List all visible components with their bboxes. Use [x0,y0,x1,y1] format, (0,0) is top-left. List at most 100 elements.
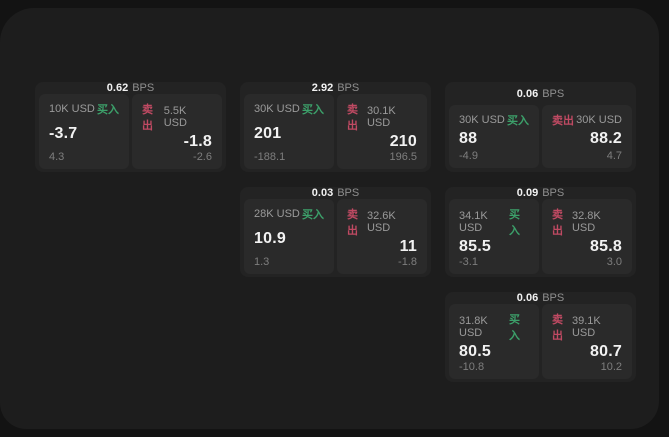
buy-price: 201 [254,125,282,142]
buy-delta: 1.3 [254,256,270,268]
sell-side-label: 卖出 [347,209,358,237]
buy-panel-labels: 30K USD 买入 [254,101,324,117]
sell-panel[interactable]: 卖出 32.8K USD 85.8 3.0 [542,199,632,274]
sell-price: 210 [389,133,417,150]
buy-panel-labels: 10K USD 买入 [49,101,119,117]
buy-delta: -10.8 [459,361,485,373]
quote-card-panels: 31.8K USD 买入 80.5 -10.8 卖出 39.1K USD 80.… [445,304,636,382]
quotes-grid: 0.62 BPS 10K USD 买入 -3.7 4.3 卖出 5.5K USD… [35,82,636,382]
sell-side-label: 卖出 [552,115,574,127]
buy-panel-labels: 34.1K USD 买入 [459,206,529,238]
sell-amount: 39.1K USD [571,315,601,339]
sell-panel[interactable]: 卖出 30.1K USD 210 196.5 [337,94,427,169]
buy-price: 88 [459,130,478,147]
bps-value: 0.06 [516,292,539,304]
buy-price: 80.5 [459,343,491,360]
quote-card-panels: 28K USD 买入 10.9 1.3 卖出 32.6K USD 11 -1.8 [240,199,431,277]
sell-side-label: 卖出 [552,209,563,237]
sell-delta: -1.8 [398,256,417,268]
quote-card-panels: 10K USD 买入 -3.7 4.3 卖出 5.5K USD -1.8 -2.… [35,94,226,172]
quote-card-panels: 34.1K USD 买入 85.5 -3.1 卖出 32.8K USD 85.8… [445,199,636,277]
buy-amount: 10K USD [49,103,95,115]
quote-card: 0.03 BPS 28K USD 买入 10.9 1.3 卖出 32.6K US… [240,187,431,277]
buy-delta: -3.1 [459,256,478,268]
buy-panel[interactable]: 10K USD 买入 -3.7 4.3 [39,94,129,169]
buy-side-label: 买入 [507,115,529,127]
sell-panel-labels: 卖出 30.1K USD [347,101,417,133]
sell-panel[interactable]: 卖出 5.5K USD -1.8 -2.6 [132,94,222,169]
bps-unit-label: BPS [542,292,565,304]
sell-amount: 32.8K USD [571,210,601,234]
sell-panel-labels: 卖出 32.6K USD [347,206,417,238]
quote-card: 2.92 BPS 30K USD 买入 201 -188.1 卖出 30.1K … [240,82,431,172]
bps-value: 0.09 [516,187,539,199]
quote-card: 0.06 BPS 31.8K USD 买入 80.5 -10.8 卖出 39.1… [445,292,636,382]
quote-card: 0.62 BPS 10K USD 买入 -3.7 4.3 卖出 5.5K USD… [35,82,226,172]
buy-amount: 34.1K USD [459,210,488,234]
buy-delta: 4.3 [49,151,65,163]
buy-panel-labels: 30K USD 买入 [459,112,529,128]
sell-price: 88.2 [590,130,622,147]
sell-price: -1.8 [183,133,212,150]
sell-delta: -2.6 [193,151,212,163]
quote-card-header: 0.06 BPS [445,292,636,304]
sell-panel[interactable]: 卖出 39.1K USD 80.7 10.2 [542,304,632,379]
quote-card-header: 2.92 BPS [240,82,431,94]
sell-panel[interactable]: 卖出 32.6K USD 11 -1.8 [337,199,427,274]
app-window: 0.62 BPS 10K USD 买入 -3.7 4.3 卖出 5.5K USD… [0,8,659,429]
buy-side-label: 买入 [509,209,521,237]
buy-panel[interactable]: 31.8K USD 买入 80.5 -10.8 [449,304,539,379]
buy-side-label: 买入 [302,209,324,221]
sell-panel[interactable]: 卖出 30K USD 88.2 4.7 [542,105,632,168]
buy-delta: -188.1 [254,151,286,163]
bps-unit-label: BPS [542,187,565,199]
sell-amount: 30K USD [576,114,622,126]
buy-amount: 31.8K USD [459,315,488,339]
sell-delta: 10.2 [600,361,622,373]
sell-delta: 4.7 [606,150,622,162]
sell-amount: 5.5K USD [163,105,187,129]
quote-card-panels: 30K USD 买入 201 -188.1 卖出 30.1K USD 210 1… [240,94,431,172]
sell-side-label: 卖出 [552,314,563,342]
bps-value: 0.06 [516,87,539,100]
buy-price: 85.5 [459,238,491,255]
sell-amount: 30.1K USD [366,105,396,129]
bps-unit-label: BPS [337,187,360,199]
quote-card-panels: 30K USD 买入 88 -4.9 卖出 30K USD 88.2 4.7 [445,105,636,172]
bps-value: 0.62 [106,82,129,94]
sell-side-label: 卖出 [142,104,153,132]
buy-panel-labels: 28K USD 买入 [254,206,324,222]
quote-card-header: 0.62 BPS [35,82,226,94]
buy-panel[interactable]: 30K USD 买入 88 -4.9 [449,105,539,168]
sell-side-label: 卖出 [347,104,358,132]
bps-unit-label: BPS [337,82,360,94]
buy-panel[interactable]: 30K USD 买入 201 -188.1 [244,94,334,169]
quote-card: 0.09 BPS 34.1K USD 买入 85.5 -3.1 卖出 32.8K… [445,187,636,277]
quote-card-header: 0.09 BPS [445,187,636,199]
buy-panel[interactable]: 28K USD 买入 10.9 1.3 [244,199,334,274]
buy-side-label: 买入 [97,104,119,116]
buy-panel-labels: 31.8K USD 买入 [459,311,529,343]
buy-price: 10.9 [254,230,286,247]
buy-panel[interactable]: 34.1K USD 买入 85.5 -3.1 [449,199,539,274]
sell-price: 80.7 [590,343,622,360]
buy-amount: 30K USD [254,103,300,115]
buy-amount: 28K USD [254,208,300,220]
bps-unit-label: BPS [542,87,565,100]
quote-card-header: 0.03 BPS [240,187,431,199]
sell-price: 85.8 [590,238,622,255]
buy-side-label: 买入 [509,314,521,342]
buy-delta: -4.9 [459,150,478,162]
sell-panel-labels: 卖出 39.1K USD [552,311,622,343]
sell-panel-labels: 卖出 30K USD [552,112,622,128]
bps-value: 0.03 [311,187,334,199]
quote-card-header: 0.06 BPS [445,82,636,105]
sell-panel-labels: 卖出 5.5K USD [142,101,212,133]
buy-side-label: 买入 [302,104,324,116]
bps-value: 2.92 [311,82,334,94]
sell-delta: 196.5 [389,151,417,163]
bps-unit-label: BPS [132,82,155,94]
sell-amount: 32.6K USD [366,210,396,234]
quote-card: 0.06 BPS 30K USD 买入 88 -4.9 卖出 30K USD 8… [445,82,636,172]
sell-delta: 3.0 [606,256,622,268]
